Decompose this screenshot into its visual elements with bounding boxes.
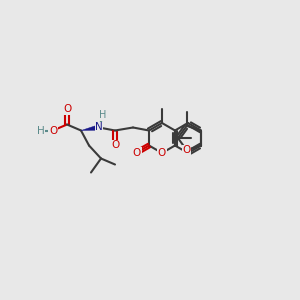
- Text: H: H: [37, 125, 45, 136]
- Text: O: O: [63, 104, 71, 115]
- Text: O: O: [158, 148, 166, 158]
- Text: H: H: [99, 110, 107, 121]
- Text: N: N: [95, 122, 103, 133]
- Text: O: O: [111, 140, 119, 151]
- Text: O: O: [183, 145, 191, 155]
- Polygon shape: [81, 125, 100, 130]
- Text: O: O: [49, 125, 57, 136]
- Text: O: O: [133, 148, 141, 158]
